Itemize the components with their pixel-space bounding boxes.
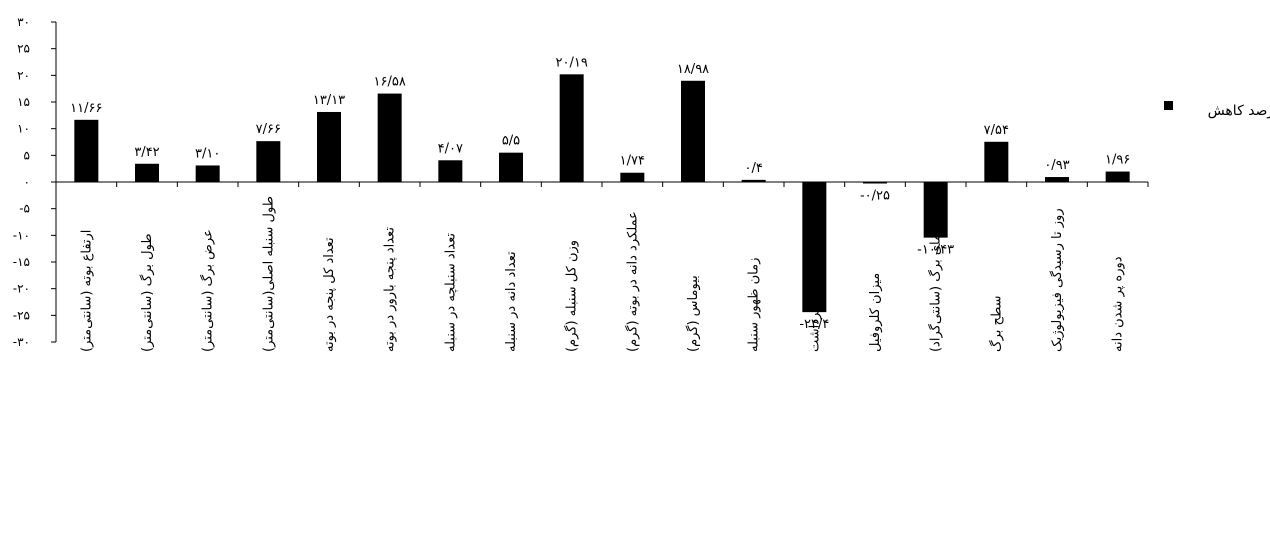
- y-tick-label: ۵: [24, 148, 30, 162]
- category-label: عملکرد دانه در بوته (گرم): [624, 211, 640, 352]
- y-tick-label: ۲۵: [17, 42, 30, 56]
- category-label: زمان ظهور سنبله: [747, 258, 762, 352]
- category-label: تعداد کل پنجه در بوته: [322, 237, 337, 352]
- bar: [438, 160, 463, 182]
- data-label: ۰/۹۳: [1044, 158, 1069, 173]
- category-label: دوره پر شدن دانه: [1111, 256, 1126, 352]
- data-label: ۳/۱۰: [195, 146, 220, 161]
- y-tick-label: -۲۵: [13, 308, 30, 322]
- bar: [195, 165, 220, 182]
- data-label: ۱۸/۹۸: [677, 62, 709, 77]
- bar: [256, 141, 281, 182]
- bar-layer: [74, 74, 1130, 313]
- data-label: ۷/۶۶: [256, 122, 281, 137]
- y-tick-label: -۱۵: [13, 255, 30, 269]
- data-label: ۲۰/۱۹: [556, 55, 588, 70]
- bar: [984, 141, 1009, 182]
- category-label: طول برگ (سانتی‌متر): [138, 233, 155, 352]
- data-label: ۱۶/۵۸: [374, 75, 406, 90]
- data-label: -۰/۲۵: [860, 188, 890, 203]
- bar: [620, 172, 645, 182]
- category-label: ارتفاع بوته (سانتی‌متر): [79, 230, 94, 352]
- category-label: تعداد پنجه بارور در بوته: [383, 227, 398, 352]
- category-label: تعداد سنبلچه در سنبله: [443, 233, 458, 352]
- data-label: ۱/۹۶: [1105, 153, 1130, 168]
- category-label: سطح برگ: [987, 295, 1004, 352]
- bar: [559, 74, 584, 182]
- y-tick-label: -۵: [19, 202, 30, 216]
- bar: [741, 179, 766, 182]
- y-tick-label: -۲۰: [13, 282, 30, 296]
- bar: [74, 119, 99, 182]
- bar: [317, 111, 341, 182]
- bar: [135, 163, 159, 182]
- bar: [863, 182, 887, 184]
- bar: [377, 93, 402, 182]
- bar: [499, 152, 523, 182]
- category-label: عرض برگ (سانتی‌متر): [199, 229, 216, 352]
- data-label: ۱۱/۶۶: [70, 101, 102, 116]
- category-label: شاخص برداشت: [807, 265, 822, 352]
- category-label: تعداد دانه در سنبله: [504, 251, 519, 352]
- bar: [681, 80, 705, 182]
- data-label: ۷/۵۴: [984, 123, 1009, 138]
- data-label: ۱/۷۴: [620, 154, 645, 169]
- bar: [923, 182, 948, 238]
- data-label: ۴/۰۷: [438, 141, 463, 156]
- data-label: -۱۰/۴۳: [917, 243, 954, 258]
- axis-layer: ۳۰ ۲۵ ۲۰ ۱۵ ۱۰ ۵ ۰ -۵ -۱۰ -۱۵ -۲۰ -۲۵ -۳۰: [13, 15, 1149, 349]
- y-tick-label: ۱۰: [17, 122, 30, 136]
- data-label: ۱۳/۱۳: [313, 93, 345, 108]
- category-label: بیوماس (گرم): [685, 275, 701, 352]
- y-tick-label: ۳۰: [17, 15, 30, 29]
- legend: درصد کاهش: [1164, 101, 1270, 119]
- data-label: ۳/۴۲: [134, 145, 159, 160]
- category-label: طول سنبله اصلی(سانتی‌متر): [261, 196, 276, 352]
- y-tick-label: ۲۰: [17, 68, 30, 82]
- legend-label: درصد کاهش: [1208, 103, 1270, 119]
- y-tick-label: ۰: [24, 175, 30, 189]
- bar: [1045, 177, 1069, 182]
- category-label: روز تا رسیدگی فیزیولوژیک: [1049, 208, 1065, 352]
- bar: [1105, 171, 1130, 182]
- category-label: دمای برگ (سانتی‌گراد): [927, 228, 944, 352]
- category-label: میزان کلروفیل: [868, 273, 883, 352]
- legend-swatch: [1164, 101, 1173, 110]
- y-tick-label: -۱۰: [13, 228, 30, 242]
- data-label: ۵/۵: [502, 134, 520, 149]
- y-tick-label: -۳۰: [13, 335, 30, 349]
- label-layer: ۱۱/۶۶ ارتفاع بوته (سانتی‌متر) ۳/۴۲ طول برگ …: [70, 55, 1130, 352]
- bar: [802, 182, 827, 313]
- category-label: وزن کل سنبله (گرم): [564, 240, 580, 352]
- data-label: ۰/۴: [744, 161, 762, 176]
- data-label: -۲۴/۴: [799, 317, 829, 332]
- y-tick-label: ۱۵: [17, 95, 30, 109]
